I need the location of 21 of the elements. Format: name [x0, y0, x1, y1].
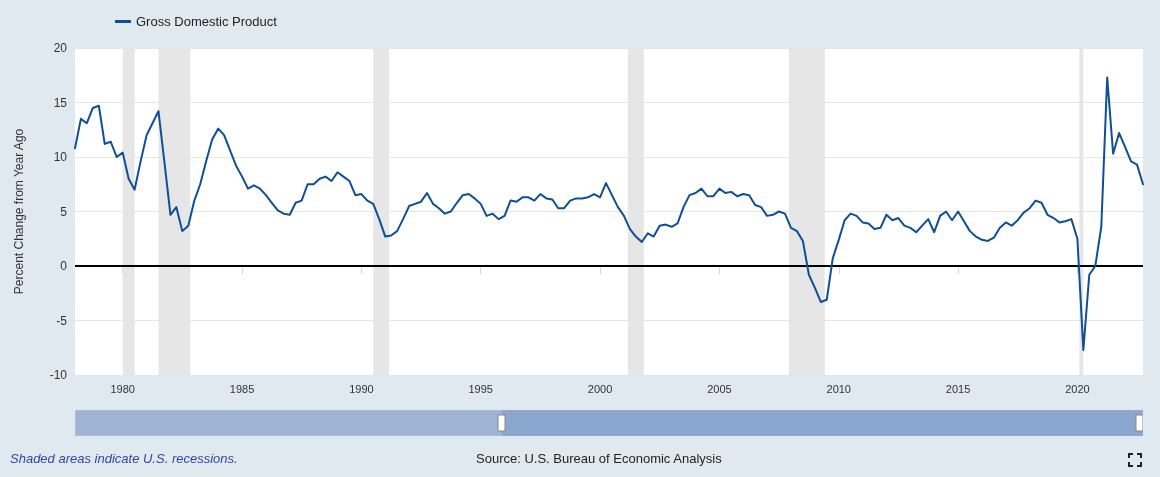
x-tick-label: 2000: [587, 382, 613, 395]
x-tick-label: 2020: [1065, 382, 1090, 395]
text: Shaded areas indicate U.S. recessions.: [10, 451, 238, 466]
x-tick-label: 2010: [826, 382, 851, 395]
y-tick-label: 15: [53, 95, 68, 110]
y-tick-label: 0: [60, 259, 68, 273]
x-tick-label: 2005: [707, 382, 732, 395]
line-series: [74, 76, 1144, 351]
x-tick-label: 1980: [110, 382, 135, 395]
x-tick-label: 2015: [945, 382, 971, 395]
y-tick-label: 20: [53, 41, 68, 55]
x-tick-label: 1990: [349, 382, 374, 395]
y-tick-label: 10: [53, 150, 68, 164]
y-tick-label: -5: [56, 313, 68, 328]
legend-label: Gross Domestic Product: [136, 14, 278, 29]
y-axis-title: Percent Change from Year Ago: [12, 128, 26, 295]
source-note: Source: U.S. Bureau of Economic Analysis: [476, 451, 722, 466]
y-tick-label: -10: [49, 368, 68, 382]
x-tick-label: 1985: [229, 382, 255, 395]
x-tick-label: 1995: [468, 382, 493, 395]
y-tick-label: 5: [60, 204, 68, 219]
